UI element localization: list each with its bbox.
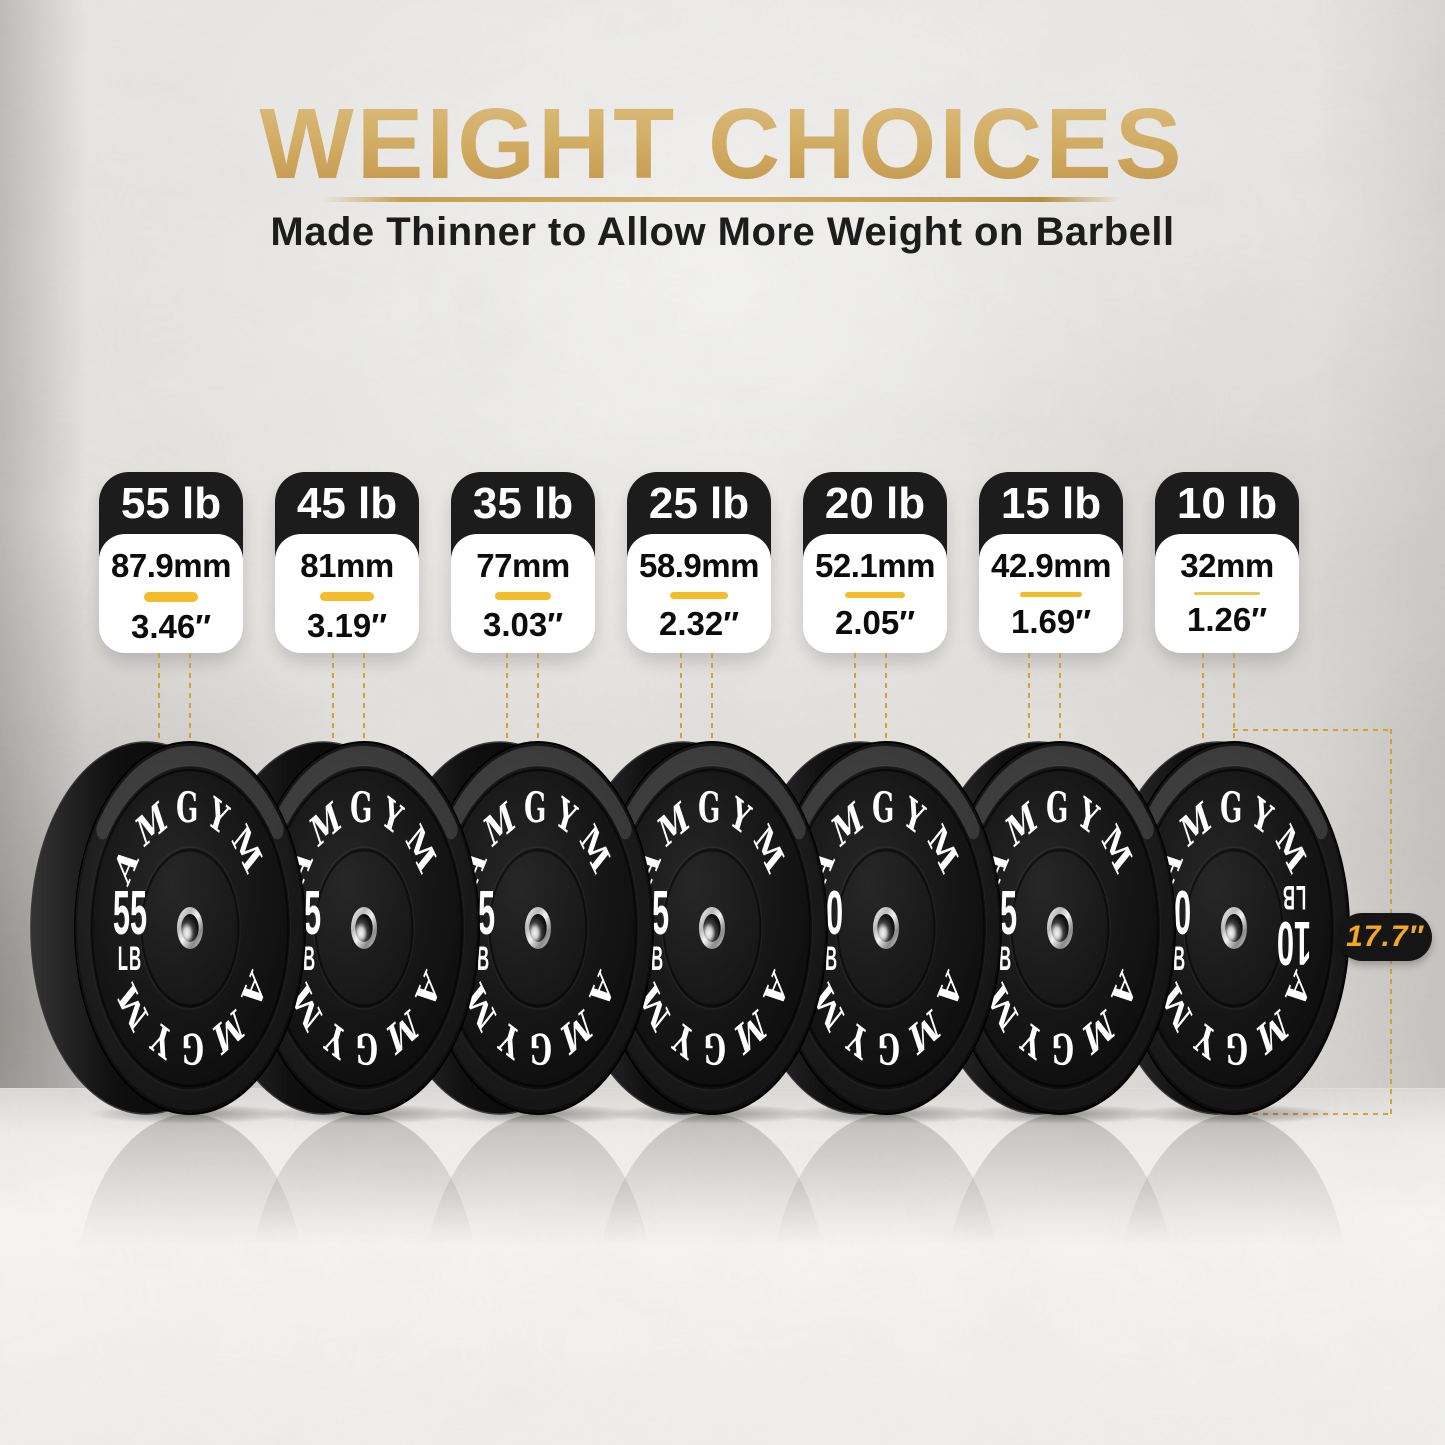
- thickness-inch: 1.26″: [1186, 601, 1268, 638]
- thickness-guide-line: [1059, 653, 1061, 801]
- weight-card-10lb: 10 lb 32mm 1.26″: [1155, 472, 1299, 653]
- weight-label: 45 lb: [296, 479, 398, 528]
- thickness-mm: 32mm: [1180, 547, 1274, 584]
- weight-card-body: 58.9mm 2.32″: [627, 534, 771, 653]
- hub-hole: [1051, 914, 1069, 942]
- svg-text:LB: LB: [118, 940, 142, 978]
- weight-label: 10 lb: [1176, 479, 1278, 528]
- svg-text:LB: LB: [1282, 878, 1306, 916]
- header: WEIGHT CHOICES: [259, 88, 1184, 195]
- thickness-mm: 52.1mm: [815, 547, 935, 584]
- weight-card-body: 77mm 3.03″: [451, 534, 595, 653]
- thickness-guide-line: [506, 653, 508, 747]
- weight-card-20lb: 20 lb 52.1mm 2.05″: [803, 472, 947, 653]
- thickness-divider-bar: [495, 592, 551, 600]
- thickness-mm: 42.9mm: [991, 547, 1111, 584]
- thickness-guide-line: [680, 653, 682, 747]
- thickness-guide-line: [189, 653, 191, 801]
- thickness-mm: 87.9mm: [111, 547, 231, 584]
- weight-label: 25 lb: [648, 479, 750, 528]
- thickness-guide-line: [1202, 653, 1204, 743]
- page-subtitle: Made Thinner to Allow More Weight on Bar…: [270, 210, 1175, 254]
- thickness-mm: 58.9mm: [639, 547, 759, 584]
- bumper-plate-55lb: AMGYM AMGYM 55 LB: [30, 741, 306, 1115]
- weight-card-body: 87.9mm 3.46″: [99, 534, 243, 653]
- thickness-divider-bar: [1020, 592, 1082, 597]
- weight-label: 55 lb: [120, 479, 222, 528]
- thickness-guide-line: [1028, 653, 1030, 747]
- weight-card-body: 52.1mm 2.05″: [803, 534, 947, 653]
- weight-label: 20 lb: [824, 479, 926, 528]
- thickness-mm: 77mm: [476, 547, 570, 584]
- diameter-badge: 17.7″: [1338, 913, 1432, 961]
- weight-card-body: 81mm 3.19″: [275, 534, 419, 653]
- weight-card-25lb: 25 lb 58.9mm 2.32″: [627, 472, 771, 653]
- thickness-divider-bar: [1194, 592, 1260, 595]
- page-title: WEIGHT CHOICES: [259, 88, 1184, 195]
- thickness-guide-line: [885, 653, 887, 801]
- thickness-divider-bar: [670, 592, 728, 599]
- hub-hole: [355, 914, 373, 942]
- plate-weight-marking-rotated: 10 LB: [1277, 878, 1311, 976]
- hub-hole: [703, 914, 721, 942]
- thickness-guide-line: [854, 653, 856, 747]
- thickness-guide-line: [332, 653, 334, 747]
- bumper-plates-row: AMGYM AMGYM 10 LB 10 LB AMGYM AMGYM: [30, 741, 1350, 1445]
- plate-weight-marking: 55 LB: [113, 880, 147, 978]
- thickness-inch: 1.69″: [1010, 603, 1092, 640]
- thickness-guide-line: [1233, 653, 1235, 785]
- thickness-inch: 2.05″: [834, 604, 916, 641]
- weight-card-35lb: 35 lb 77mm 3.03″: [451, 472, 595, 653]
- thickness-divider-bar: [144, 592, 198, 602]
- thickness-inch: 3.03″: [482, 606, 564, 643]
- svg-text:55: 55: [113, 880, 147, 948]
- thickness-guide-line: [711, 653, 713, 801]
- thickness-mm: 81mm: [300, 547, 394, 584]
- weight-card-body: 42.9mm 1.69″: [979, 534, 1123, 653]
- thickness-divider-bar: [845, 592, 905, 598]
- thickness-guide-line: [537, 653, 539, 801]
- thickness-inch: 2.32″: [658, 605, 740, 642]
- hub-hole: [877, 914, 895, 942]
- plate-reflections: [74, 1104, 1350, 1445]
- weight-card-body: 32mm 1.26″: [1155, 534, 1299, 653]
- thickness-guide-line: [158, 653, 160, 747]
- hub-hole: [181, 914, 199, 942]
- weight-label: 35 lb: [472, 479, 574, 528]
- diameter-value: 17.7″: [1346, 920, 1424, 953]
- thickness-divider-bar: [320, 592, 374, 601]
- weight-card-45lb: 45 lb 81mm 3.19″: [275, 472, 419, 653]
- thickness-inch: 3.46″: [130, 608, 212, 645]
- weight-card-15lb: 15 lb 42.9mm 1.69″: [979, 472, 1123, 653]
- hub-hole: [529, 914, 547, 942]
- thickness-inch: 3.19″: [306, 607, 388, 644]
- weight-card-55lb: 55 lb 87.9mm 3.46″: [99, 472, 243, 653]
- thickness-guide-line: [363, 653, 365, 801]
- diameter-bracket-top: [1233, 729, 1392, 731]
- hub-hole: [1225, 914, 1243, 942]
- svg-text:10: 10: [1277, 908, 1311, 976]
- title-divider: [322, 197, 1122, 202]
- weight-label: 15 lb: [1000, 479, 1102, 528]
